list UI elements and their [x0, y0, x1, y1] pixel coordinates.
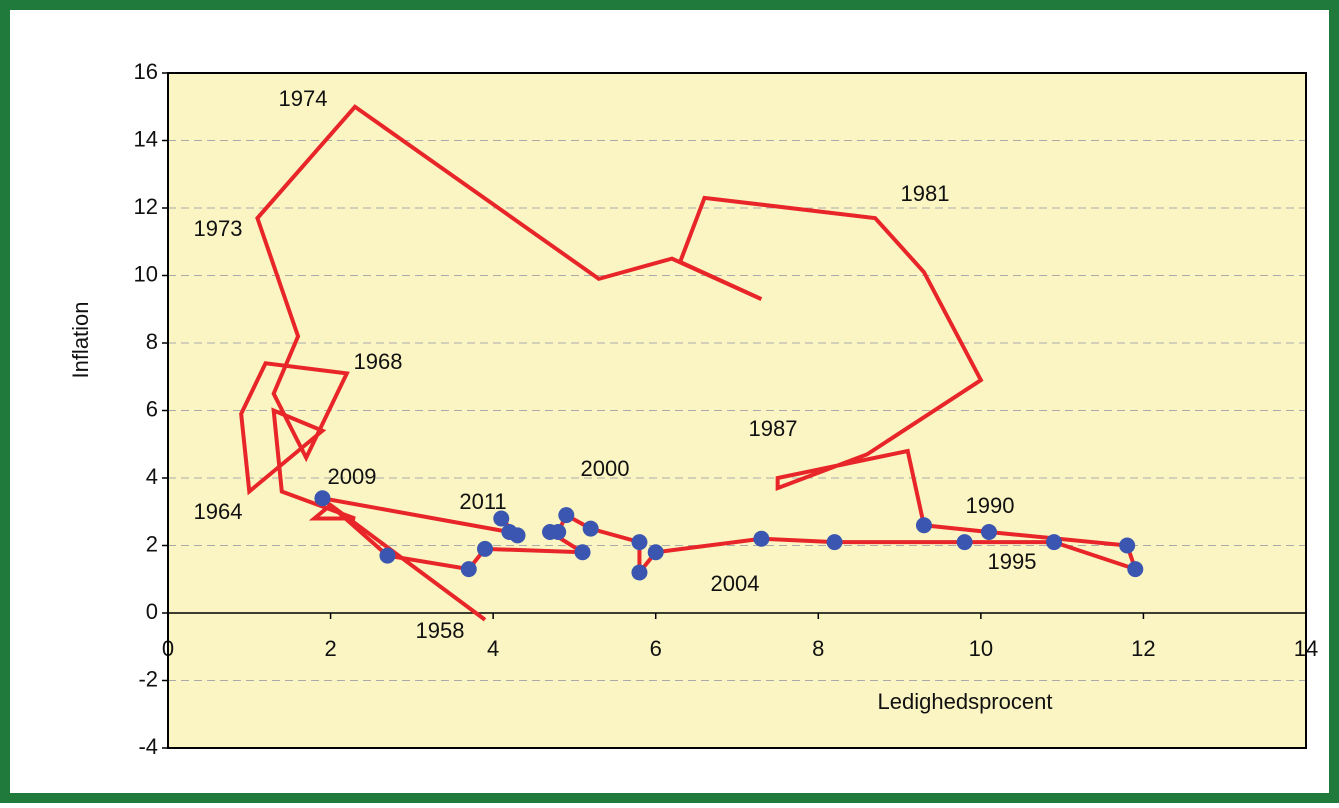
data-point [558, 507, 575, 524]
x-tick-label: 10 [969, 636, 993, 661]
year-annotation: 2009 [328, 464, 377, 489]
x-axis-label: Ledighedsprocent [878, 689, 1053, 714]
year-annotation: 2000 [581, 456, 630, 481]
y-tick-label: 10 [134, 261, 158, 286]
y-tick-label: 6 [146, 396, 158, 421]
year-annotation: 1987 [749, 416, 798, 441]
data-point [631, 564, 648, 581]
y-axis-label: Inflation [68, 301, 93, 378]
y-tick-label: 16 [134, 59, 158, 84]
data-point [647, 544, 664, 561]
data-point [1127, 561, 1144, 578]
data-point [542, 524, 559, 540]
year-annotation: 1968 [354, 349, 403, 374]
data-point [477, 540, 494, 557]
year-annotation: 1981 [901, 181, 950, 206]
x-tick-label: 6 [650, 636, 662, 661]
data-point [1046, 534, 1063, 551]
data-point [1119, 537, 1136, 554]
y-tick-label: 2 [146, 531, 158, 556]
y-tick-label: 8 [146, 329, 158, 354]
year-annotation: 1995 [988, 549, 1037, 574]
year-annotation: 1964 [194, 499, 243, 524]
data-point [915, 517, 932, 534]
y-tick-label: 12 [134, 194, 158, 219]
x-tick-label: 4 [487, 636, 499, 661]
data-point [460, 561, 477, 578]
data-point [826, 534, 843, 551]
x-tick-label: 8 [812, 636, 824, 661]
y-tick-label: 14 [134, 126, 158, 151]
x-tick-label: 12 [1131, 636, 1155, 661]
x-tick-label: 2 [324, 636, 336, 661]
data-point [379, 547, 396, 564]
data-point [631, 534, 648, 551]
year-annotation: 2004 [711, 571, 760, 596]
y-tick-label: -4 [138, 734, 158, 759]
data-point [753, 530, 770, 547]
year-annotation: 2011 [459, 489, 506, 514]
year-annotation: 1958 [416, 618, 465, 643]
y-tick-label: 0 [146, 599, 158, 624]
year-annotation: 1974 [279, 86, 328, 111]
data-point [582, 520, 599, 537]
data-point [314, 490, 331, 507]
data-point [956, 534, 973, 551]
data-point [980, 524, 997, 540]
year-annotation: 1973 [194, 216, 243, 241]
data-point [509, 527, 526, 544]
data-point [574, 544, 591, 561]
plot-border [167, 72, 1307, 749]
y-tick-label: -2 [138, 666, 158, 691]
data-point [493, 510, 510, 527]
year-annotation: 1990 [966, 493, 1015, 518]
y-tick-label: 4 [146, 464, 158, 489]
